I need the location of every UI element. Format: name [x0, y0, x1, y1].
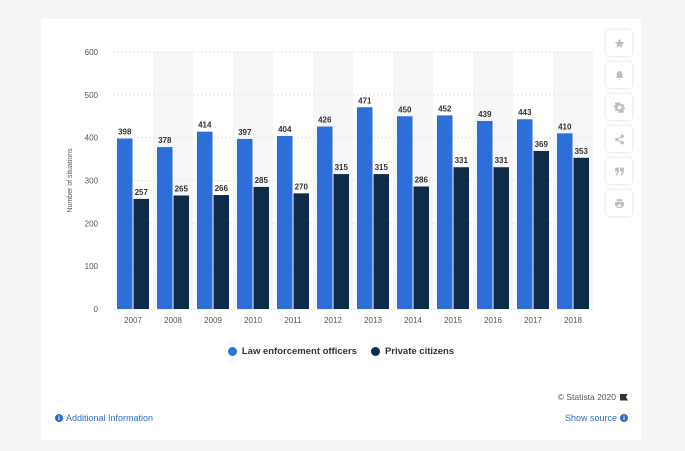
bar-law-enforcement	[317, 126, 333, 309]
bar-law-enforcement	[517, 119, 533, 309]
data-label: 285	[255, 176, 269, 185]
legend-dot-private-citizens	[370, 347, 380, 356]
bar-private-citizens	[253, 186, 269, 309]
y-tick-label: 0	[94, 305, 99, 314]
data-label: 331	[495, 156, 509, 165]
x-tick-label: 2011	[284, 316, 302, 325]
star-icon	[614, 38, 624, 48]
legend-label-private-citizens: Private citizens	[384, 346, 455, 357]
notification-button[interactable]	[606, 62, 632, 88]
bar-law-enforcement	[157, 147, 173, 309]
data-label: 397	[238, 128, 252, 137]
bar-law-enforcement	[277, 135, 293, 309]
x-tick-label: 2016	[484, 316, 502, 325]
data-label: 369	[535, 140, 549, 149]
statista-credit[interactable]: © Statista 2020	[558, 392, 628, 402]
chart-card: 0 100 200 300 400 500 600 Number of situations 3…	[41, 19, 641, 440]
legend-label-law-enforcement: Law enforcement officers	[241, 346, 357, 357]
bar-law-enforcement	[477, 120, 493, 309]
cite-button[interactable]	[606, 158, 632, 184]
share-icon	[614, 134, 624, 144]
chart: 0 100 200 300 400 500 600 Number of situations 3…	[67, 48, 593, 325]
bar-private-citizens	[333, 174, 349, 309]
bar-private-citizens	[133, 198, 149, 309]
legend-item-private-citizens[interactable]: Private citizens	[370, 346, 455, 357]
data-label: 410	[558, 122, 572, 131]
x-tick-label: 2008	[164, 316, 182, 325]
data-label: 257	[135, 188, 149, 197]
y-tick-label: 400	[85, 134, 99, 143]
x-tick-label: 2014	[404, 316, 422, 325]
gear-icon	[613, 101, 625, 113]
x-tick-label: 2015	[444, 316, 462, 325]
bar-private-citizens	[213, 195, 229, 309]
share-button[interactable]	[606, 126, 632, 152]
print-icon	[614, 198, 624, 208]
x-tick-label: 2010	[244, 316, 262, 325]
bar-private-citizens	[373, 174, 389, 309]
data-label: 439	[478, 110, 492, 119]
data-label: 426	[318, 116, 332, 125]
data-label: 398	[118, 128, 132, 137]
x-tick-label: 2012	[324, 316, 342, 325]
bar-law-enforcement	[557, 133, 573, 309]
y-tick-label: 200	[85, 219, 99, 228]
bar-law-enforcement	[437, 115, 453, 309]
data-label: 404	[278, 125, 292, 134]
bell-icon	[615, 70, 623, 80]
flag-icon	[620, 393, 628, 401]
show-source-label: Show source	[564, 413, 617, 423]
bar-private-citizens	[293, 193, 309, 309]
bar-private-citizens	[413, 186, 429, 309]
data-label: 266	[215, 184, 229, 193]
data-label: 450	[398, 105, 412, 114]
x-tick-label: 2017	[524, 316, 542, 325]
data-label: 452	[438, 104, 452, 113]
bar-law-enforcement	[237, 138, 253, 309]
y-tick-label: 500	[85, 91, 99, 100]
data-label: 270	[295, 182, 309, 191]
data-label: 471	[358, 96, 372, 105]
data-label: 353	[575, 147, 589, 156]
x-tick-label: 2009	[204, 316, 222, 325]
data-label: 315	[335, 163, 349, 172]
info-icon: i	[55, 414, 63, 422]
sidebar	[606, 30, 632, 222]
print-button[interactable]	[606, 190, 632, 216]
data-label: 331	[455, 156, 469, 165]
show-source-link[interactable]: Show source i	[565, 413, 628, 423]
legend-dot-law-enforcement	[227, 347, 237, 356]
additional-information-link[interactable]: i Additional Information	[55, 413, 153, 423]
y-axis-label: Number of situations	[67, 148, 74, 213]
bar-law-enforcement	[357, 107, 373, 309]
data-label: 443	[518, 108, 532, 117]
y-tick-label: 100	[85, 262, 99, 271]
bar-private-citizens	[453, 167, 469, 309]
data-label: 315	[375, 163, 389, 172]
y-tick-label: 300	[85, 177, 99, 186]
data-label: 414	[198, 121, 212, 130]
data-label: 265	[175, 184, 189, 193]
bar-private-citizens	[173, 195, 189, 309]
x-tick-label: 2013	[364, 316, 382, 325]
bar-private-citizens	[493, 167, 509, 309]
data-label: 378	[158, 136, 172, 145]
bar-law-enforcement	[117, 138, 133, 309]
legend-item-law-enforcement[interactable]: Law enforcement officers	[227, 346, 357, 357]
additional-information-label: Additional Information	[66, 413, 154, 423]
bar-private-citizens	[533, 150, 549, 309]
info-icon: i	[620, 414, 628, 422]
x-tick-label: 2018	[564, 316, 582, 325]
quote-icon	[614, 167, 624, 175]
y-tick-label: 600	[85, 48, 99, 57]
bar-private-citizens	[573, 157, 589, 309]
settings-button[interactable]	[606, 94, 632, 120]
bar-law-enforcement	[197, 131, 213, 309]
credit-text: © Statista 2020	[557, 392, 616, 402]
x-tick-label: 2007	[124, 316, 142, 325]
legend: Law enforcement officers Private citizen…	[41, 346, 641, 357]
favorite-button[interactable]	[606, 30, 632, 56]
bar-law-enforcement	[397, 116, 413, 309]
data-label: 286	[415, 175, 429, 184]
